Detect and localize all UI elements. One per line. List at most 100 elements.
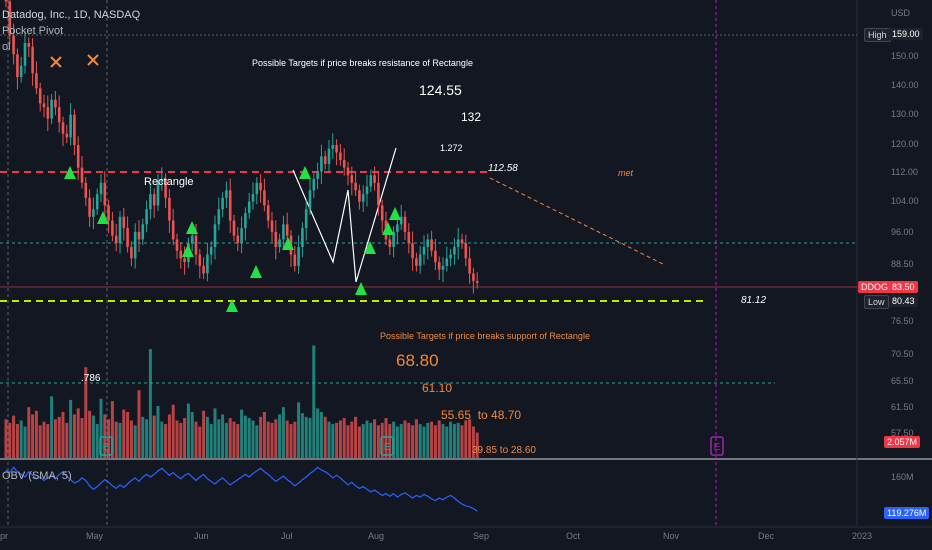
volume-bar (346, 425, 350, 458)
candle-body (388, 239, 392, 247)
candle-body (16, 54, 19, 77)
candle-body (202, 265, 205, 274)
candle-body (422, 247, 426, 255)
volume-bar (194, 421, 198, 458)
volume-bar (152, 415, 156, 458)
candle-body (118, 216, 122, 244)
volume-bar (460, 425, 464, 458)
volume-bar (95, 424, 99, 458)
candle-body (217, 209, 221, 225)
pocket-pivot-marker (250, 265, 262, 278)
candle-body (156, 182, 160, 206)
volume-bar (19, 420, 23, 458)
volume-bar (449, 421, 453, 458)
volume-bar (247, 418, 251, 458)
obv-axis-tick: 160M (891, 472, 914, 482)
volume-bar (114, 421, 118, 458)
candle-body (255, 182, 259, 195)
candle-body (84, 182, 88, 198)
volume-bar (399, 424, 403, 458)
volume-bar (110, 401, 114, 458)
candle-body (80, 167, 84, 183)
volume-bar (308, 418, 312, 458)
obv-indicator-label[interactable]: OBV (SMA, 5) (2, 470, 72, 482)
volume-bar (270, 422, 274, 458)
pocket-pivot-marker (299, 166, 311, 179)
candle-body (35, 73, 38, 89)
candle-body (297, 247, 300, 266)
volume-bar (23, 426, 27, 458)
candle-body (278, 239, 281, 247)
downside-target-4: 39.85 to 28.60 (472, 445, 536, 456)
candle-body (259, 182, 262, 191)
low-value: 80.43 (889, 295, 918, 307)
candle-body (460, 239, 464, 244)
candle-body (88, 197, 91, 217)
volume-bar (319, 412, 323, 458)
candle-body (407, 231, 411, 244)
candle-body (194, 235, 198, 255)
volume-indicator-label[interactable]: ol (2, 41, 11, 53)
volume-bar (430, 421, 434, 458)
volume-bar (361, 424, 365, 458)
volume-bar (126, 412, 130, 458)
candle-body (57, 107, 61, 123)
x-tick-2023: 2023 (852, 531, 873, 541)
volume-bar (107, 419, 111, 458)
volume-bar (243, 415, 247, 458)
candle-body (209, 247, 213, 255)
pocket-pivot-marker (389, 207, 401, 220)
volume-bar (281, 407, 285, 458)
earnings-marker (710, 436, 724, 456)
symbol-title: Datadog, Inc., 1D, NASDAQ (2, 9, 141, 21)
candle-body (323, 156, 327, 164)
volume-bar (285, 420, 289, 458)
volume-bar (88, 410, 92, 458)
volume-bar (42, 421, 46, 458)
y-tick-5: 104.00 (891, 196, 919, 206)
candle-body (247, 201, 251, 213)
candle-body (107, 205, 110, 221)
earnings-e-icon: E (103, 442, 110, 453)
candle-body (285, 224, 289, 236)
candle-body (168, 197, 171, 221)
volume-bar (205, 416, 209, 458)
volume-bar (164, 424, 168, 458)
candle-body (304, 209, 308, 229)
candle-body (141, 224, 145, 240)
volume-bar (148, 349, 152, 458)
x-marker (87, 54, 99, 66)
candle-body (99, 182, 103, 195)
volume-bar (122, 409, 126, 458)
candle-body (244, 213, 247, 229)
volume-bar (369, 422, 373, 458)
y-tick-10: 65.50 (891, 376, 914, 386)
volume-bar (251, 420, 255, 458)
candle-body (126, 228, 129, 247)
candle-body (61, 122, 65, 134)
candle-body (54, 99, 57, 108)
volume-bar (53, 419, 57, 458)
volume-bar (133, 425, 137, 458)
pocket-pivot-indicator-label[interactable]: Pocket Pivot (2, 25, 64, 37)
volume-bar (331, 424, 335, 458)
volume-bar (426, 422, 430, 458)
volume-bar (266, 421, 270, 458)
candle-body (392, 231, 395, 247)
pocket-pivot-marker (186, 221, 198, 234)
candle-body (183, 258, 186, 263)
candle-body (377, 182, 380, 206)
candle-body (335, 145, 338, 153)
candle-body (171, 220, 175, 240)
zigzag-pattern (292, 147, 397, 283)
volume-bar (50, 396, 54, 458)
candle-body (179, 250, 183, 259)
y-tick-9: 70.50 (891, 349, 914, 359)
candle-body (415, 258, 418, 266)
volume-bar (255, 425, 259, 458)
volume-bar (395, 426, 399, 458)
pocket-pivot-marker (97, 211, 109, 224)
fib-786-label: .786 (81, 373, 101, 384)
earnings-e-icon: E (714, 442, 721, 453)
